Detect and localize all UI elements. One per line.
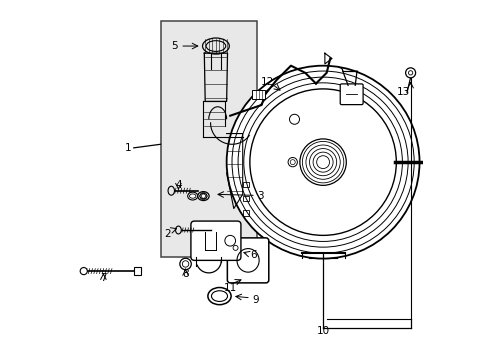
Ellipse shape — [197, 192, 209, 201]
Circle shape — [224, 235, 235, 246]
Ellipse shape — [207, 288, 231, 305]
Circle shape — [180, 258, 191, 270]
Circle shape — [425, 157, 434, 167]
Bar — [160, 21, 257, 257]
Ellipse shape — [175, 226, 181, 234]
Circle shape — [289, 114, 299, 124]
Circle shape — [299, 139, 346, 185]
Text: 5: 5 — [171, 41, 178, 51]
FancyBboxPatch shape — [340, 84, 363, 105]
Text: 13: 13 — [396, 87, 409, 98]
Bar — [242, 182, 248, 187]
Text: 1: 1 — [125, 143, 131, 153]
Text: 10: 10 — [316, 327, 329, 337]
Text: 7: 7 — [100, 273, 106, 283]
Text: 2: 2 — [164, 229, 171, 239]
Text: 3: 3 — [257, 191, 264, 201]
Text: 8: 8 — [182, 269, 188, 279]
Ellipse shape — [187, 192, 197, 200]
FancyBboxPatch shape — [190, 221, 241, 260]
Bar — [134, 267, 141, 275]
Text: 6: 6 — [249, 250, 256, 260]
Bar — [242, 196, 248, 202]
FancyBboxPatch shape — [227, 238, 268, 283]
Circle shape — [80, 267, 87, 275]
Text: 9: 9 — [251, 295, 258, 305]
Text: 12: 12 — [261, 77, 274, 87]
Circle shape — [287, 157, 297, 167]
Circle shape — [405, 68, 415, 78]
Circle shape — [249, 89, 395, 235]
Bar — [242, 210, 248, 216]
Text: 4: 4 — [175, 180, 182, 190]
Ellipse shape — [202, 38, 229, 54]
Bar — [252, 90, 264, 99]
Circle shape — [226, 66, 419, 258]
Ellipse shape — [168, 186, 174, 195]
Text: 11: 11 — [224, 283, 237, 293]
